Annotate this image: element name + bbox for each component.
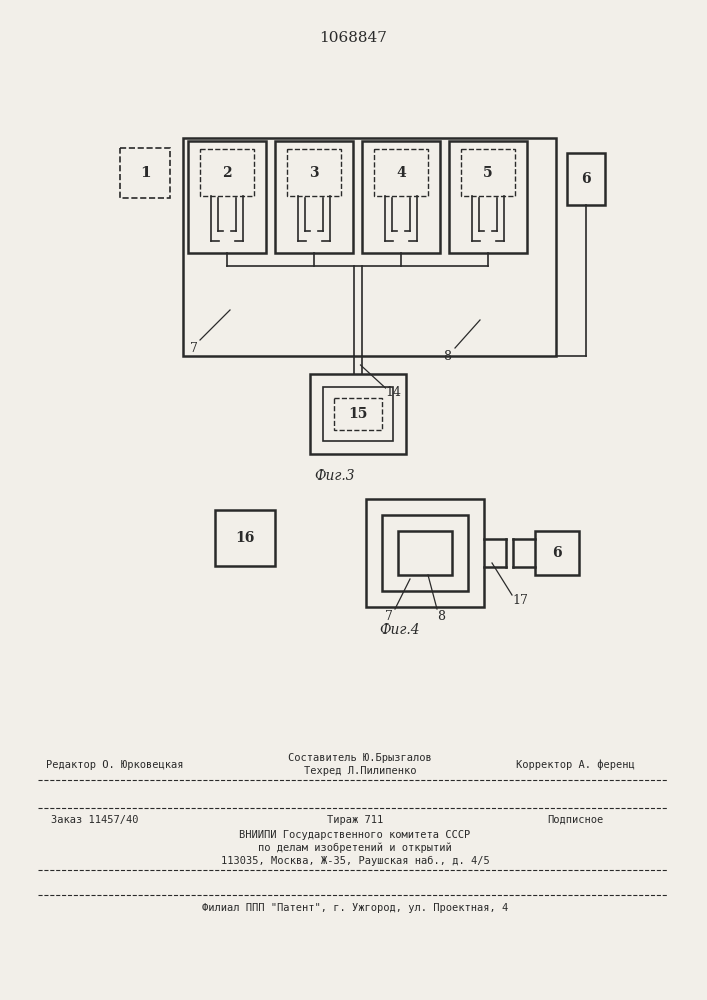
Bar: [374, 149, 428, 196]
Bar: [535, 531, 579, 575]
Bar: [200, 149, 254, 196]
Text: 7: 7: [190, 342, 198, 355]
Text: Фиг.4: Фиг.4: [380, 623, 421, 637]
Text: 6: 6: [552, 546, 562, 560]
Text: Составитель Ю.Брызгалов: Составитель Ю.Брызгалов: [288, 753, 432, 763]
Text: 5: 5: [483, 166, 493, 180]
Bar: [567, 153, 605, 205]
Text: 16: 16: [235, 531, 255, 545]
Bar: [362, 141, 440, 253]
Text: 15: 15: [348, 407, 367, 421]
Text: Филиал ППП "Патент", г. Ужгород, ул. Проектная, 4: Филиал ППП "Патент", г. Ужгород, ул. Про…: [202, 903, 508, 913]
Bar: [183, 138, 556, 356]
Bar: [215, 510, 275, 566]
Text: 8: 8: [437, 609, 445, 622]
Bar: [322, 387, 392, 441]
Text: Фиг.3: Фиг.3: [315, 469, 356, 483]
Bar: [287, 149, 341, 196]
Bar: [461, 149, 515, 196]
Text: 3: 3: [309, 166, 319, 180]
Bar: [120, 148, 170, 198]
Text: Подписное: Подписное: [547, 815, 603, 825]
Text: 113035, Москва, Ж-35, Раушская наб., д. 4/5: 113035, Москва, Ж-35, Раушская наб., д. …: [221, 856, 489, 866]
Bar: [382, 515, 468, 591]
Bar: [310, 374, 406, 454]
Text: Техред Л.Пилипенко: Техред Л.Пилипенко: [304, 766, 416, 776]
Text: по делам изобретений и открытий: по делам изобретений и открытий: [258, 843, 452, 853]
Bar: [366, 499, 484, 607]
Bar: [188, 141, 266, 253]
Text: Заказ 11457/40: Заказ 11457/40: [51, 815, 139, 825]
Text: 1068847: 1068847: [319, 31, 387, 45]
Text: 8: 8: [443, 350, 451, 362]
Bar: [334, 398, 382, 430]
Text: Корректор А. ференц: Корректор А. ференц: [515, 760, 634, 770]
Bar: [398, 531, 452, 575]
Text: 17: 17: [512, 594, 528, 607]
Bar: [275, 141, 353, 253]
Text: 6: 6: [581, 172, 591, 186]
Text: ВНИИПИ Государственного комитета СССР: ВНИИПИ Государственного комитета СССР: [240, 830, 471, 840]
Text: 4: 4: [396, 166, 406, 180]
Text: 1: 1: [140, 166, 151, 180]
Text: 2: 2: [222, 166, 232, 180]
Text: Редактор О. Юрковецкая: Редактор О. Юрковецкая: [46, 760, 184, 770]
Text: 14: 14: [385, 386, 402, 399]
Bar: [449, 141, 527, 253]
Text: Тираж 711: Тираж 711: [327, 815, 383, 825]
Text: 7: 7: [385, 609, 393, 622]
